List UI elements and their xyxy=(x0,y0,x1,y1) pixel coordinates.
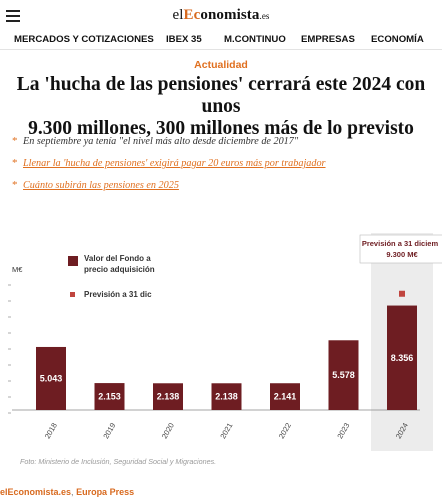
bar xyxy=(387,305,417,410)
related-link[interactable]: Cuánto subirán las pensiones en 2025 xyxy=(23,180,179,191)
x-tick-label: 2018 xyxy=(43,421,59,440)
section-tag[interactable]: Actualidad xyxy=(194,59,248,71)
nav-item-ibex35[interactable]: IBEX 35 xyxy=(166,34,202,45)
y-axis-label: M€ xyxy=(12,265,23,274)
main-nav: MERCADOS Y COTIZACIONES IBEX 35 M.CONTIN… xyxy=(0,32,442,50)
bullet-star-icon: * xyxy=(12,179,18,191)
nav-item-mercados[interactable]: MERCADOS Y COTIZACIONES xyxy=(14,34,154,45)
source-secondary-link[interactable]: Europa Press xyxy=(76,487,135,497)
bar-chart: M€ 5.043 2018 2.153 2019 2.138 2020 2.138 2021 2.… xyxy=(8,233,442,451)
bar-value-label: 5.578 xyxy=(332,370,355,380)
bar-chart-image: M€ 5.043 2018 2.153 2019 2.138 2020 2.138 2021 2.… xyxy=(0,225,442,465)
hamburger-menu-icon[interactable] xyxy=(6,10,20,22)
source-separator: , xyxy=(71,487,74,497)
legend-swatch-forecast xyxy=(70,292,75,297)
forecast-marker xyxy=(399,290,405,297)
headline-line-2: 9.300 millones, 300 millones más de lo p… xyxy=(28,118,414,139)
x-tick-label: 2020 xyxy=(160,421,176,440)
bar xyxy=(153,383,183,410)
bar-value-label: 2.138 xyxy=(215,392,238,402)
forecast-callout-box xyxy=(359,234,442,264)
bar-value-label: 2.141 xyxy=(274,392,297,402)
nav-item-mcontinuo[interactable]: M.CONTINUO xyxy=(224,34,286,45)
bar-value-label: 8.356 xyxy=(391,353,414,363)
related-bullets: * En septiembre ya tenía "el nivel más a… xyxy=(12,135,437,201)
related-item: * En septiembre ya tenía "el nivel más a… xyxy=(12,135,437,157)
bar xyxy=(270,383,300,410)
legend-label-forecast: Previsión a 31 dic xyxy=(84,290,152,299)
x-tick-label: 2023 xyxy=(335,421,351,440)
forecast-callout-line1: Previsión a 31 diciem xyxy=(362,239,439,248)
headline: La 'hucha de las pensiones' cerrará este… xyxy=(10,74,432,140)
source-primary-link[interactable]: elEconomista.es xyxy=(0,487,72,497)
headline-line-1: La 'hucha de las pensiones' cerrará este… xyxy=(16,74,426,117)
x-tick-label: 2022 xyxy=(277,421,293,440)
related-item[interactable]: * Cuánto subirán las pensiones en 2025 xyxy=(12,179,437,201)
bullet-star-icon: * xyxy=(12,157,18,169)
nav-item-empresas[interactable]: EMPRESAS xyxy=(301,34,355,45)
x-tick-label: 2019 xyxy=(101,421,117,440)
x-tick-label: 2021 xyxy=(218,421,234,440)
nav-item-economia[interactable]: ECONOMÍA xyxy=(371,34,424,45)
related-link[interactable]: Llenar la 'hucha de pensiones' exigirá p… xyxy=(23,158,326,169)
site-logo[interactable]: elEconomista.es xyxy=(172,7,270,23)
top-bar: elEconomista.es xyxy=(0,0,442,32)
bullet-star-icon: * xyxy=(12,135,18,147)
image-caption: Foto: Ministerio de Inclusión, Seguridad… xyxy=(20,457,217,466)
bar xyxy=(94,383,125,410)
related-item[interactable]: * Llenar la 'hucha de pensiones' exigirá… xyxy=(12,157,437,179)
bar-value-label: 5.043 xyxy=(40,373,63,383)
source-line: elEconomista.es, Europa Press xyxy=(0,487,134,497)
related-text: En septiembre ya tenía "el nivel más alt… xyxy=(23,136,299,147)
bar-value-label: 2.153 xyxy=(98,392,121,402)
legend-swatch-fund xyxy=(68,256,78,266)
bar xyxy=(211,383,242,410)
bar-value-label: 2.138 xyxy=(157,392,180,402)
bar xyxy=(328,340,359,410)
bar xyxy=(36,346,66,410)
legend-label-fund: Valor del Fondo a precio adquisición xyxy=(84,254,155,274)
forecast-callout-line2: 9.300 M€ xyxy=(386,250,418,259)
